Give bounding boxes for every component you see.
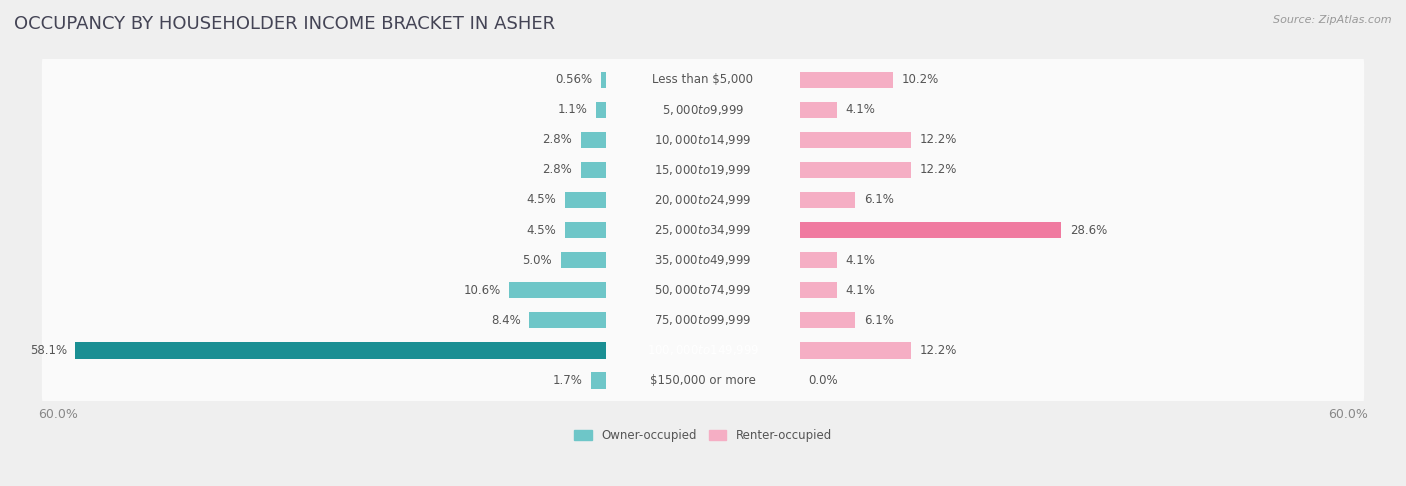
Text: 5.0%: 5.0%	[523, 254, 553, 267]
Bar	[76, 342, 606, 359]
Text: $35,000 to $49,999: $35,000 to $49,999	[654, 253, 752, 267]
FancyBboxPatch shape	[42, 80, 1364, 139]
Bar	[581, 132, 606, 148]
Text: 6.1%: 6.1%	[865, 313, 894, 327]
FancyBboxPatch shape	[42, 171, 1364, 229]
Text: 10.2%: 10.2%	[901, 73, 939, 87]
FancyBboxPatch shape	[42, 51, 1364, 109]
Text: 4.1%: 4.1%	[846, 284, 876, 296]
Bar	[565, 222, 606, 238]
Text: Source: ZipAtlas.com: Source: ZipAtlas.com	[1274, 15, 1392, 25]
Text: $100,000 to $149,999: $100,000 to $149,999	[647, 343, 759, 357]
Bar	[800, 132, 911, 148]
Text: 58.1%: 58.1%	[30, 344, 66, 357]
FancyBboxPatch shape	[42, 231, 1364, 290]
Bar	[565, 191, 606, 208]
Bar	[581, 162, 606, 178]
Bar	[800, 342, 911, 359]
Text: Less than $5,000: Less than $5,000	[652, 73, 754, 87]
Text: $20,000 to $24,999: $20,000 to $24,999	[654, 193, 752, 207]
Bar	[800, 191, 855, 208]
Bar	[602, 71, 606, 88]
Bar	[800, 282, 837, 298]
Text: 1.7%: 1.7%	[553, 374, 582, 387]
Text: 2.8%: 2.8%	[543, 163, 572, 176]
Text: $150,000 or more: $150,000 or more	[650, 374, 756, 387]
Legend: Owner-occupied, Renter-occupied: Owner-occupied, Renter-occupied	[569, 424, 837, 447]
Text: 0.0%: 0.0%	[808, 374, 838, 387]
FancyBboxPatch shape	[42, 260, 1364, 320]
Text: 8.4%: 8.4%	[491, 313, 520, 327]
Text: 4.1%: 4.1%	[846, 254, 876, 267]
Text: 4.5%: 4.5%	[527, 193, 557, 207]
Text: 10.6%: 10.6%	[464, 284, 501, 296]
FancyBboxPatch shape	[42, 201, 1364, 260]
Text: $75,000 to $99,999: $75,000 to $99,999	[654, 313, 752, 327]
Bar	[800, 222, 1062, 238]
FancyBboxPatch shape	[42, 140, 1364, 199]
Text: $15,000 to $19,999: $15,000 to $19,999	[654, 163, 752, 177]
Text: 6.1%: 6.1%	[865, 193, 894, 207]
Text: 12.2%: 12.2%	[920, 133, 957, 146]
Text: 4.1%: 4.1%	[846, 104, 876, 116]
Text: OCCUPANCY BY HOUSEHOLDER INCOME BRACKET IN ASHER: OCCUPANCY BY HOUSEHOLDER INCOME BRACKET …	[14, 15, 555, 33]
Text: $5,000 to $9,999: $5,000 to $9,999	[662, 103, 744, 117]
Bar	[800, 252, 837, 268]
Bar	[561, 252, 606, 268]
Bar	[591, 372, 606, 389]
Text: 1.1%: 1.1%	[558, 104, 588, 116]
FancyBboxPatch shape	[42, 351, 1364, 410]
Bar	[530, 312, 606, 329]
Text: 12.2%: 12.2%	[920, 163, 957, 176]
FancyBboxPatch shape	[42, 291, 1364, 349]
Text: 2.8%: 2.8%	[543, 133, 572, 146]
Bar	[800, 71, 893, 88]
Text: $10,000 to $14,999: $10,000 to $14,999	[654, 133, 752, 147]
FancyBboxPatch shape	[42, 110, 1364, 169]
Bar	[596, 102, 606, 118]
FancyBboxPatch shape	[42, 321, 1364, 380]
Text: 28.6%: 28.6%	[1070, 224, 1107, 237]
Text: 12.2%: 12.2%	[920, 344, 957, 357]
Bar	[800, 312, 855, 329]
Text: $50,000 to $74,999: $50,000 to $74,999	[654, 283, 752, 297]
Bar	[800, 102, 837, 118]
Bar	[800, 162, 911, 178]
Bar	[509, 282, 606, 298]
Text: $25,000 to $34,999: $25,000 to $34,999	[654, 223, 752, 237]
Text: 4.5%: 4.5%	[527, 224, 557, 237]
Text: 0.56%: 0.56%	[555, 73, 592, 87]
